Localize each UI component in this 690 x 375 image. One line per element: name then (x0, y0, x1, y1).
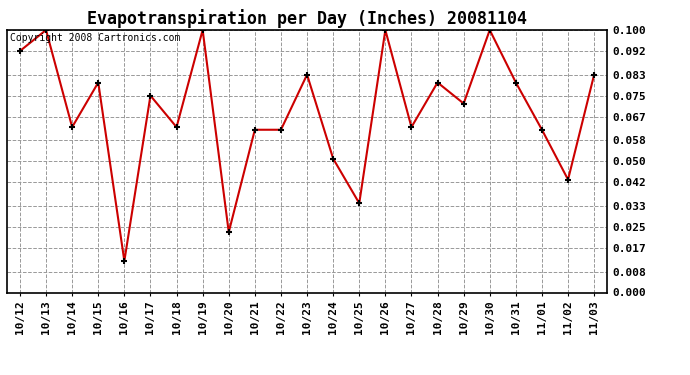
Text: Copyright 2008 Cartronics.com: Copyright 2008 Cartronics.com (10, 33, 180, 43)
Title: Evapotranspiration per Day (Inches) 20081104: Evapotranspiration per Day (Inches) 2008… (87, 9, 527, 28)
